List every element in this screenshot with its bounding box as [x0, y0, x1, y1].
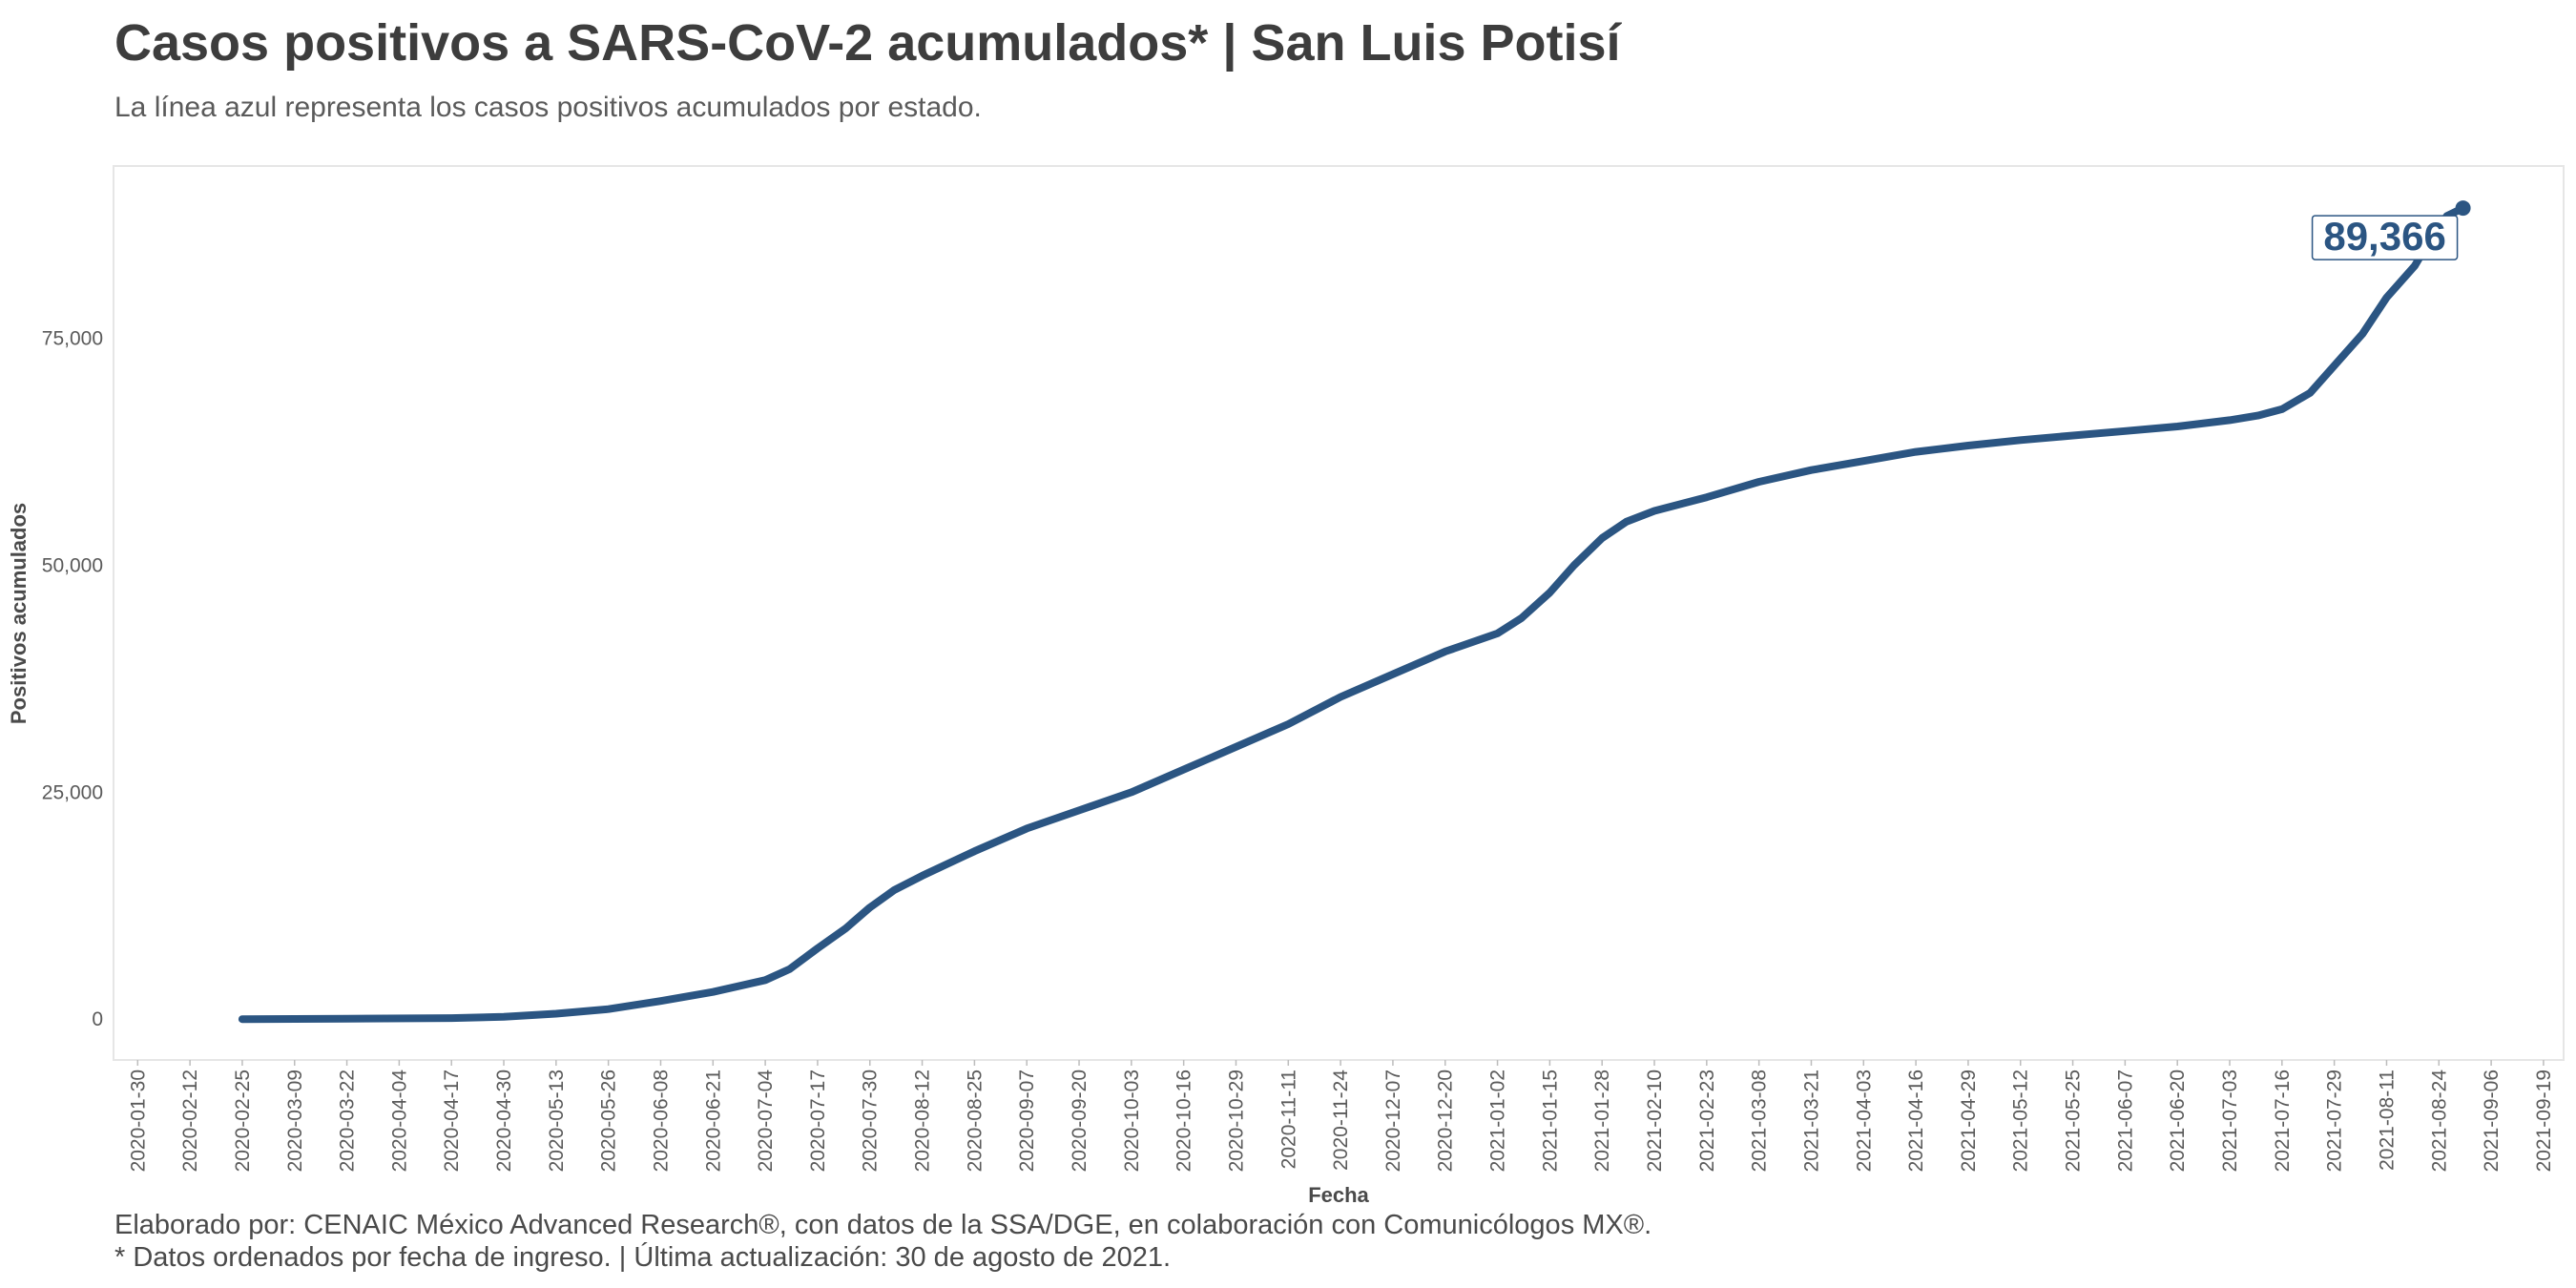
x-tick-label: 2020-06-21 — [702, 1070, 724, 1172]
x-tick-label: 2020-09-20 — [1069, 1070, 1091, 1172]
y-axis: 0 25,000 50,000 75,000 — [42, 328, 103, 1030]
x-tick-label: 2021-04-16 — [1905, 1070, 1927, 1172]
x-tick-label: 2021-07-29 — [2324, 1070, 2346, 1172]
x-tick-label: 2020-08-12 — [912, 1070, 934, 1172]
x-tick-label: 2021-01-02 — [1487, 1070, 1509, 1172]
x-axis: 2020-01-30 2020-02-12 2020-02-25 2020-03-09… — [127, 1060, 2555, 1172]
x-axis-title: Fecha — [1308, 1183, 1369, 1207]
x-tick-label: 2020-10-03 — [1121, 1070, 1143, 1172]
x-tick-label: 2020-10-29 — [1225, 1070, 1247, 1172]
x-tick-label: 2020-12-07 — [1382, 1070, 1404, 1172]
end-label: 89,366 — [2323, 214, 2445, 259]
x-tick-label: 2020-08-25 — [964, 1070, 986, 1172]
x-tick-label: 2021-07-03 — [2219, 1070, 2241, 1172]
x-tick-label: 2021-02-23 — [1696, 1070, 1718, 1172]
y-axis-title: Positivos acumulados — [7, 503, 31, 724]
chart-title: Casos positivos a SARS-CoV-2 acumulados*… — [114, 14, 1621, 72]
x-tick-label: 2020-09-07 — [1016, 1070, 1038, 1172]
series-line — [238, 204, 2467, 1024]
x-tick-label: 2020-10-16 — [1174, 1070, 1195, 1172]
x-tick-label: 2021-06-20 — [2167, 1070, 2189, 1172]
x-tick-label: 2020-02-25 — [232, 1070, 254, 1172]
x-tick-label: 2020-07-30 — [860, 1070, 882, 1172]
note-caption: * Datos ordenados por fecha de ingreso. … — [114, 1242, 1172, 1273]
x-tick-label: 2020-03-22 — [337, 1070, 359, 1172]
x-tick-label: 2021-01-28 — [1591, 1070, 1613, 1172]
x-tick-label: 2021-08-24 — [2428, 1070, 2450, 1173]
x-tick-label: 2020-04-30 — [493, 1070, 515, 1172]
chart-subtitle: La línea azul representa los casos posit… — [114, 92, 982, 123]
y-tick-label: 50,000 — [42, 555, 103, 577]
end-label-box — [2311, 215, 2459, 260]
credit-caption: Elaborado por: CENAIC México Advanced Re… — [114, 1210, 1652, 1240]
x-tick-label: 2020-06-08 — [650, 1070, 672, 1172]
x-tick-label: 2021-04-29 — [1958, 1070, 1980, 1172]
x-tick-label: 2020-04-04 — [388, 1070, 410, 1173]
x-tick-label: 2021-08-11 — [2376, 1070, 2398, 1171]
x-tick-label: 2020-11-11 — [1278, 1070, 1299, 1169]
x-tick-label: 2021-09-19 — [2533, 1070, 2555, 1172]
x-tick-label: 2020-01-30 — [127, 1070, 149, 1172]
x-tick-label: 2020-05-26 — [598, 1070, 620, 1172]
y-tick-label: 25,000 — [42, 781, 103, 803]
y-tick-label: 0 — [92, 1008, 103, 1030]
x-tick-label: 2021-03-21 — [1800, 1070, 1822, 1172]
x-tick-label: 2020-11-24 — [1330, 1070, 1352, 1171]
x-tick-label: 2020-05-13 — [546, 1070, 568, 1172]
x-tick-label: 2020-07-17 — [807, 1070, 829, 1172]
x-tick-label: 2021-04-03 — [1853, 1070, 1875, 1172]
x-tick-label: 2021-06-07 — [2114, 1070, 2136, 1172]
x-tick-label: 2021-07-16 — [2272, 1070, 2294, 1172]
x-tick-label: 2020-03-09 — [284, 1070, 306, 1172]
x-tick-label: 2020-04-17 — [441, 1070, 463, 1172]
x-tick-label: 2020-02-12 — [179, 1070, 201, 1172]
x-tick-label: 2020-07-04 — [755, 1070, 777, 1173]
x-tick-label: 2021-09-06 — [2481, 1070, 2503, 1172]
y-tick-label: 75,000 — [42, 328, 103, 350]
x-tick-label: 2021-05-25 — [2063, 1070, 2085, 1172]
x-tick-label: 2020-12-20 — [1435, 1070, 1457, 1172]
plot-frame — [113, 165, 2565, 1061]
x-tick-label: 2021-01-15 — [1539, 1070, 1561, 1172]
x-tick-label: 2021-02-10 — [1644, 1070, 1666, 1172]
end-point — [2455, 200, 2471, 217]
x-tick-label: 2021-05-12 — [2010, 1070, 2032, 1172]
x-tick-label: 2021-03-08 — [1749, 1070, 1771, 1172]
